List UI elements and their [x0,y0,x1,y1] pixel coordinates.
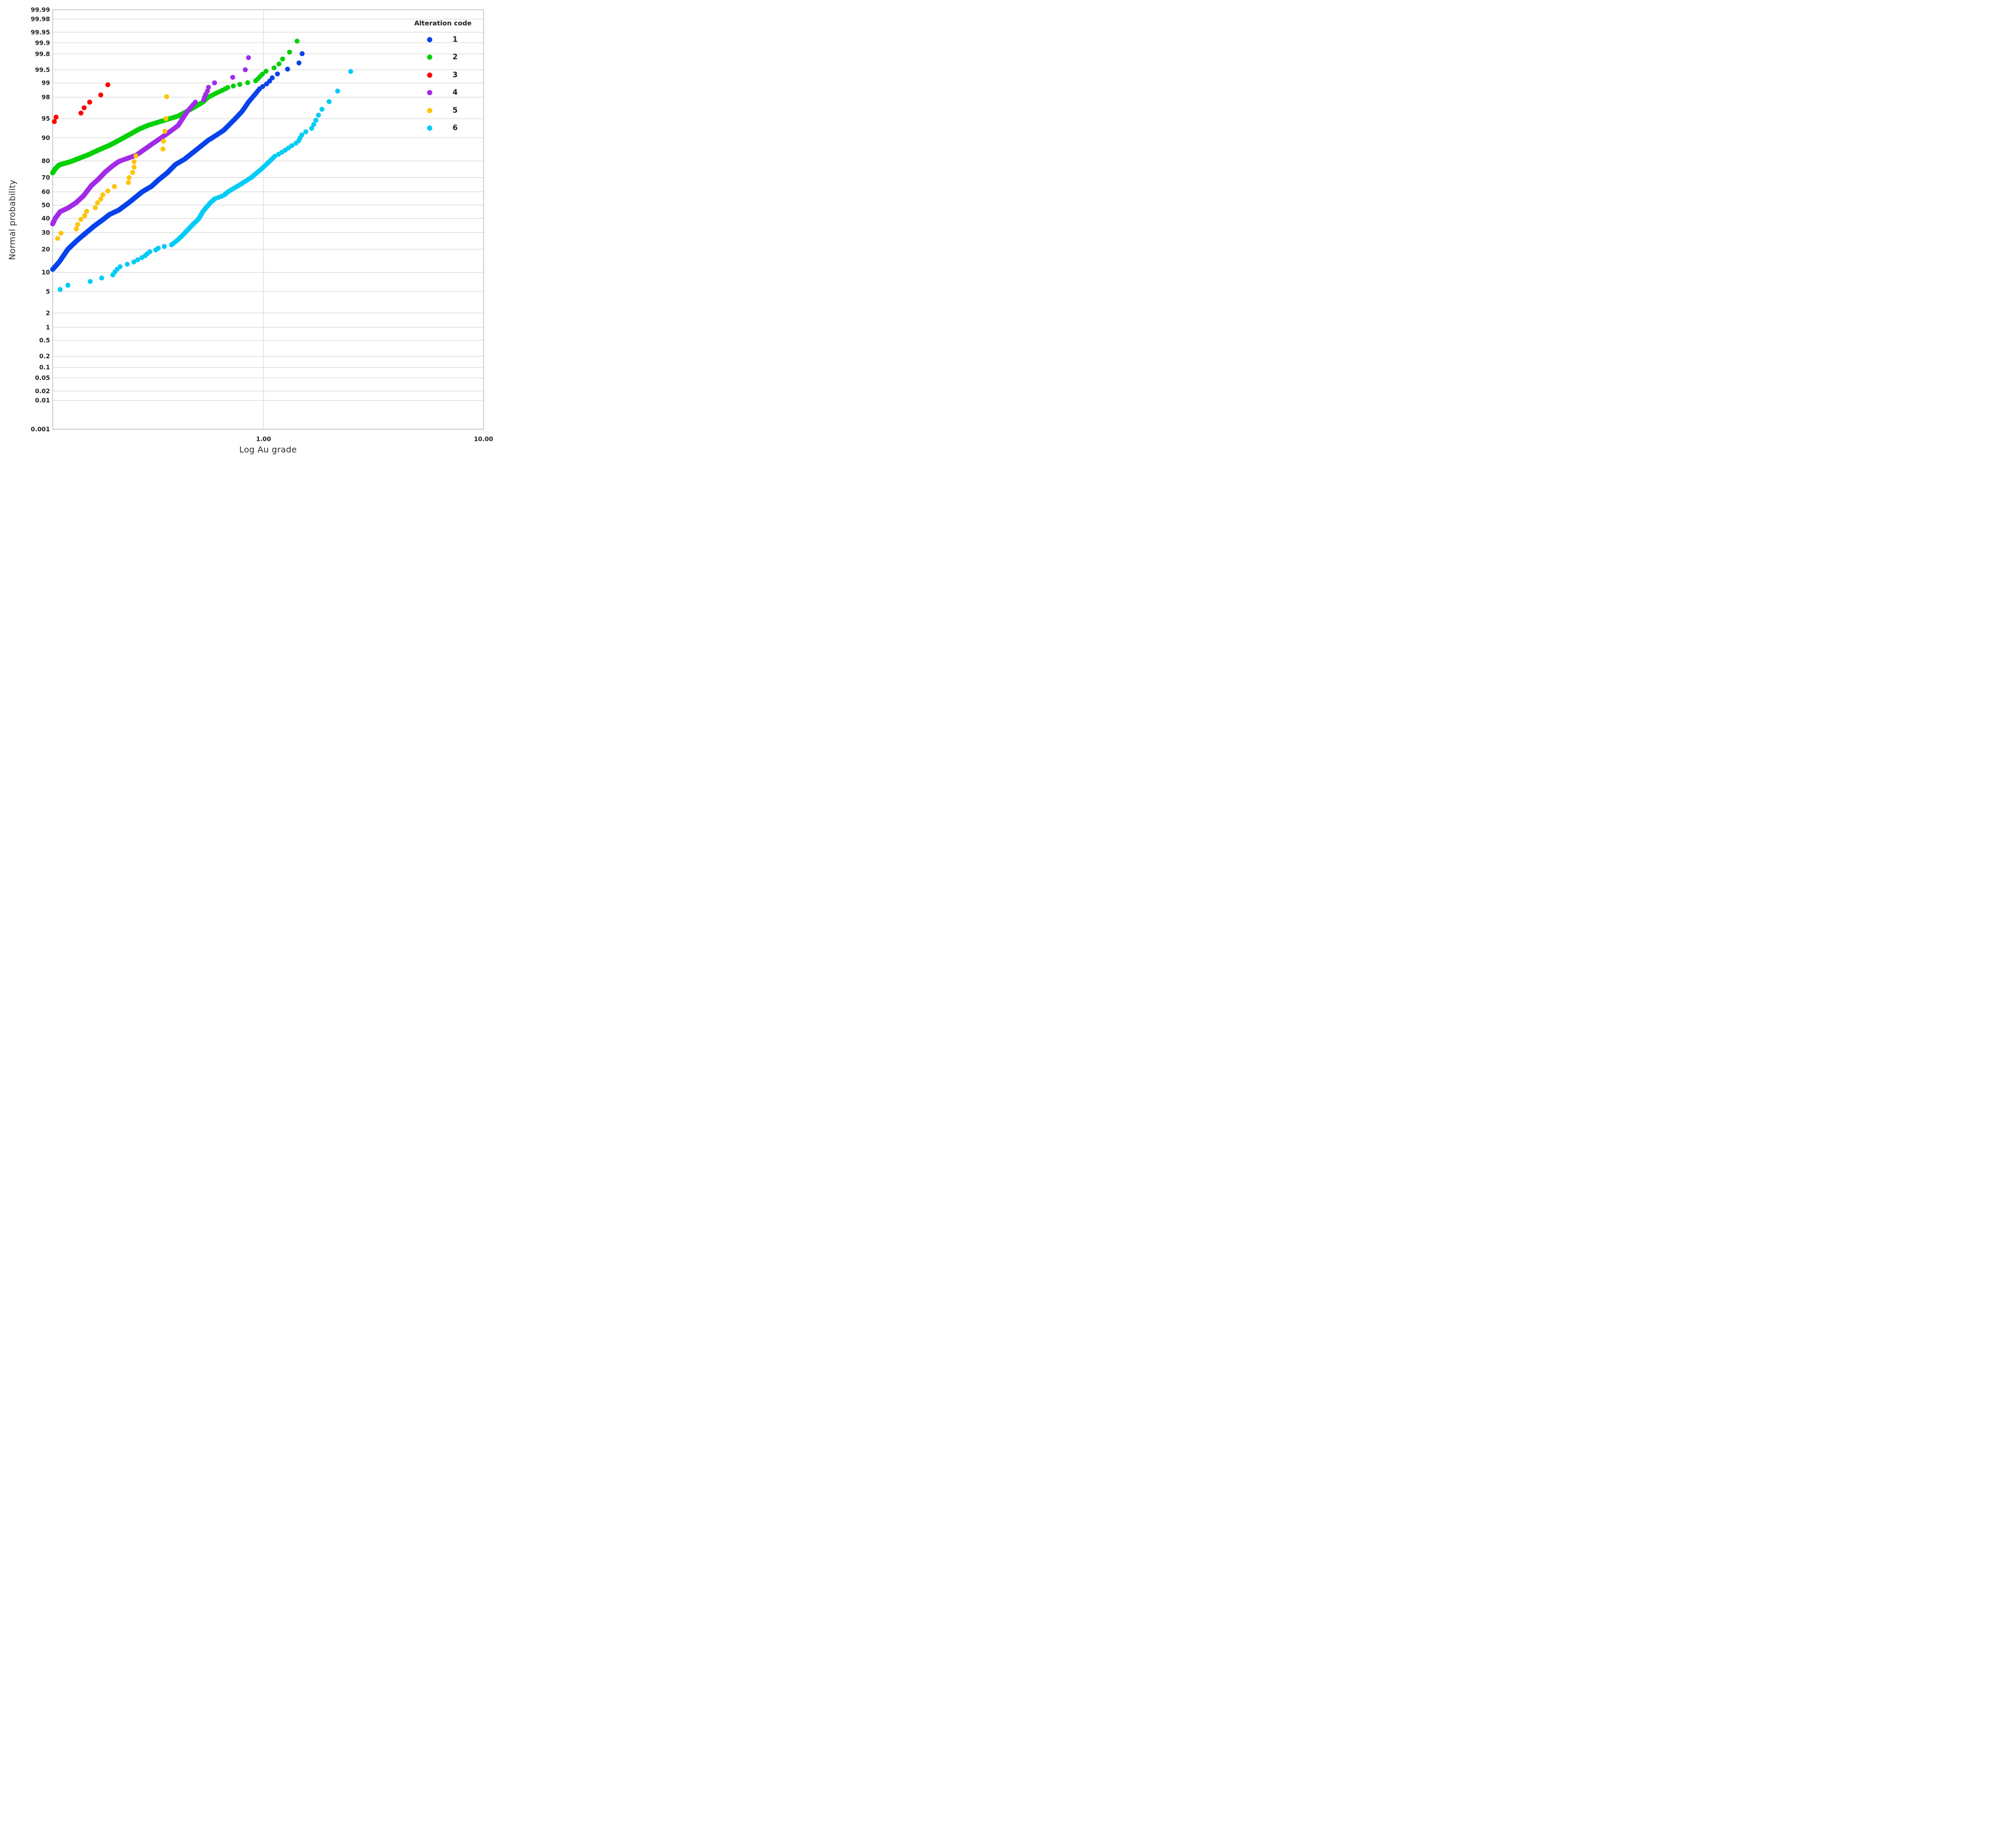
legend-title: Alteration code [414,19,472,27]
legend-dot-green-icon [427,55,432,60]
svg-text:5: 5 [46,288,50,295]
svg-text:98: 98 [41,94,50,101]
legend-item-3: 3 [398,66,488,84]
svg-text:60: 60 [41,188,50,195]
legend-dot-cyan-icon [427,125,432,131]
svg-text:70: 70 [41,174,50,181]
legend-item-6: 6 [398,120,488,138]
svg-text:80: 80 [41,157,50,165]
legend-item-2: 2 [398,49,488,67]
svg-text:0.5: 0.5 [39,337,50,344]
svg-text:0.2: 0.2 [39,352,50,360]
svg-text:99.95: 99.95 [31,29,50,36]
legend-label-1: 1 [452,35,458,44]
svg-text:99.9: 99.9 [35,39,50,47]
svg-text:99.5: 99.5 [35,66,50,74]
svg-text:40: 40 [41,215,50,222]
legend-item-4: 4 [398,84,488,102]
legend-label-3: 3 [452,70,458,79]
svg-text:99.98: 99.98 [31,15,50,23]
probability-plot-svg: 99.99 99.98 99.95 99.9 99.8 99.5 99 98 95 90 80 70 6… [31,6,493,442]
svg-text:99.8: 99.8 [35,50,50,58]
legend-dot-gold-icon [427,107,432,113]
svg-text:99.99: 99.99 [31,6,50,13]
legend-dot-blue-icon [427,37,432,42]
x-axis-title: Log Au grade [239,445,297,455]
legend-label-6: 6 [452,124,458,133]
svg-text:0.001: 0.001 [31,425,50,433]
svg-text:2: 2 [46,309,50,316]
legend-label-4: 4 [452,88,458,97]
svg-text:1.00: 1.00 [256,435,271,442]
svg-text:0.05: 0.05 [35,374,50,382]
legend-dot-purple-icon [427,90,432,96]
svg-text:50: 50 [41,202,50,209]
legend-label-5: 5 [452,106,458,115]
legend-item-1: 1 [398,31,488,49]
svg-text:0.1: 0.1 [39,364,50,371]
svg-text:30: 30 [41,229,50,237]
svg-text:0.02: 0.02 [35,387,50,395]
svg-text:1: 1 [46,323,50,331]
svg-text:90: 90 [41,134,50,141]
y-axis-title: Normal probability [7,179,17,260]
svg-text:10.00: 10.00 [474,435,493,442]
svg-text:0.01: 0.01 [35,397,50,404]
legend-item-5: 5 [398,102,488,120]
svg-text:20: 20 [41,246,50,253]
chart-container: 99.99 99.98 99.95 99.9 99.8 99.5 99 98 95 90 80 70 6… [0,0,499,462]
svg-text:95: 95 [41,115,50,122]
svg-text:99: 99 [41,79,50,87]
legend-dot-red-icon [427,72,432,78]
legend: Alteration code 1 2 3 4 5 6 [398,19,488,137]
svg-text:10: 10 [41,269,50,276]
legend-label-2: 2 [452,53,458,62]
